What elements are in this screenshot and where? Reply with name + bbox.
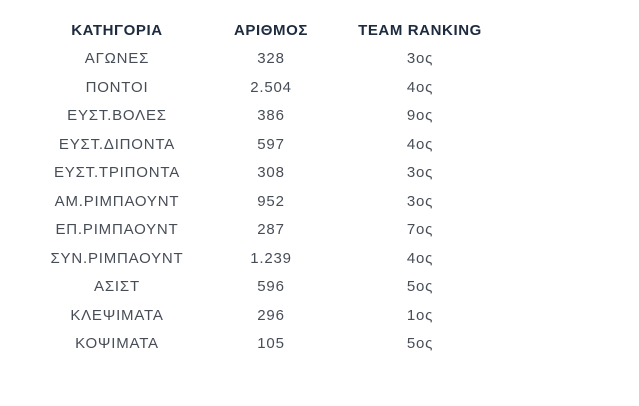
number-cell: 296: [257, 306, 285, 324]
number-cell: 1.239: [250, 249, 292, 267]
table-row: ΕΥΣΤ.ΤΡΙΠΟΝΤΑ 308 3ος: [42, 159, 490, 188]
number-cell: 105: [257, 335, 285, 353]
ranking-cell: 5ος: [406, 335, 434, 353]
category-cell: ΕΥΣΤ.ΒΟΛΕΣ: [67, 107, 167, 125]
ranking-cell: 9ος: [406, 107, 434, 125]
ranking-cell: 1ος: [406, 306, 434, 324]
number-cell: 597: [257, 135, 285, 153]
number-cell: 386: [257, 107, 285, 125]
table-row: ΕΠ.ΡΙΜΠΑΟΥΝΤ 287 7ος: [42, 216, 490, 245]
ranking-cell: 3ος: [406, 192, 434, 210]
ranking-cell: 7ος: [406, 221, 434, 239]
table-row: ΕΥΣΤ.ΒΟΛΕΣ 386 9ος: [42, 102, 490, 131]
category-cell: ΣΥΝ.ΡΙΜΠΑΟΥΝΤ: [50, 249, 184, 267]
table-row: ΣΥΝ.ΡΙΜΠΑΟΥΝΤ 1.239 4ος: [42, 244, 490, 273]
number-cell: 308: [257, 164, 285, 182]
category-cell: ΑΣΙΣΤ: [94, 278, 140, 296]
table-row: ΕΥΣΤ.ΔΙΠΟΝΤΑ 597 4ος: [42, 130, 490, 159]
category-cell: ΠΟΝΤΟΙ: [85, 78, 149, 96]
table-row: ΑΜ.ΡΙΜΠΑΟΥΝΤ 952 3ος: [42, 187, 490, 216]
table-row: ΚΛΕΨΙΜΑΤΑ 296 1ος: [42, 301, 490, 330]
table-row: ΑΣΙΣΤ 596 5ος: [42, 273, 490, 302]
number-cell: 328: [257, 50, 285, 68]
ranking-cell: 5ος: [406, 278, 434, 296]
table-row: ΠΟΝΤΟΙ 2.504 4ος: [42, 73, 490, 102]
category-cell: ΑΜ.ΡΙΜΠΑΟΥΝΤ: [54, 192, 180, 210]
column-header-ranking: TEAM RANKING: [358, 21, 482, 39]
table-body: ΑΓΩΝΕΣ 328 3ος ΠΟΝΤΟΙ 2.504 4ος ΕΥΣΤ.ΒΟΛΕΣ 386 9…: [42, 45, 490, 359]
team-stats-table: ΚΑΤΗΓΟΡΙΑ ΑΡΙΘΜΟΣ TEAM RANKING ΑΓΩΝΕΣ 328…: [28, 16, 504, 358]
column-header-number: ΑΡΙΘΜΟΣ: [233, 21, 309, 39]
ranking-cell: 4ος: [406, 78, 434, 96]
category-cell: ΕΥΣΤ.ΔΙΠΟΝΤΑ: [58, 135, 176, 153]
category-cell: ΑΓΩΝΕΣ: [84, 50, 150, 68]
category-cell: ΚΛΕΨΙΜΑΤΑ: [70, 306, 164, 324]
ranking-cell: 4ος: [406, 249, 434, 267]
ranking-cell: 3ος: [406, 164, 434, 182]
column-header-category: ΚΑΤΗΓΟΡΙΑ: [71, 21, 163, 39]
table-header-row: ΚΑΤΗΓΟΡΙΑ ΑΡΙΘΜΟΣ TEAM RANKING: [42, 16, 490, 45]
table-row: ΚΟΨΙΜΑΤΑ 105 5ος: [42, 330, 490, 359]
category-cell: ΕΠ.ΡΙΜΠΑΟΥΝΤ: [55, 221, 179, 239]
ranking-cell: 3ος: [406, 50, 434, 68]
ranking-cell: 4ος: [406, 135, 434, 153]
table-row: ΑΓΩΝΕΣ 328 3ος: [42, 45, 490, 74]
number-cell: 952: [257, 192, 285, 210]
number-cell: 287: [257, 221, 285, 239]
category-cell: ΕΥΣΤ.ΤΡΙΠΟΝΤΑ: [53, 164, 181, 182]
category-cell: ΚΟΨΙΜΑΤΑ: [75, 335, 159, 353]
team-stats-section: ΚΑΤΗΓΟΡΙΑ ΑΡΙΘΜΟΣ TEAM RANKING ΑΓΩΝΕΣ 328…: [28, 16, 504, 358]
number-cell: 596: [257, 278, 285, 296]
number-cell: 2.504: [250, 78, 292, 96]
